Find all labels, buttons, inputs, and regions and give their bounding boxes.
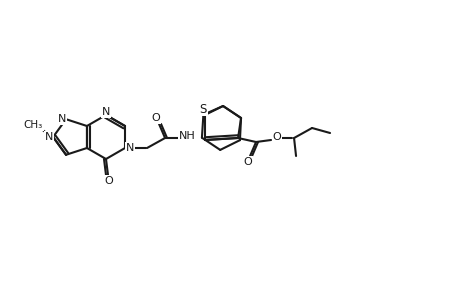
Text: N: N	[58, 114, 66, 124]
Text: N: N	[126, 143, 134, 153]
Text: CH₃: CH₃	[23, 120, 43, 130]
Text: O: O	[104, 176, 113, 186]
Text: O: O	[243, 157, 252, 167]
Text: N: N	[45, 132, 53, 142]
Text: N: N	[101, 107, 110, 117]
Text: NH: NH	[178, 131, 195, 141]
Text: O: O	[272, 132, 281, 142]
Text: O: O	[151, 113, 160, 123]
Text: S: S	[199, 103, 206, 116]
